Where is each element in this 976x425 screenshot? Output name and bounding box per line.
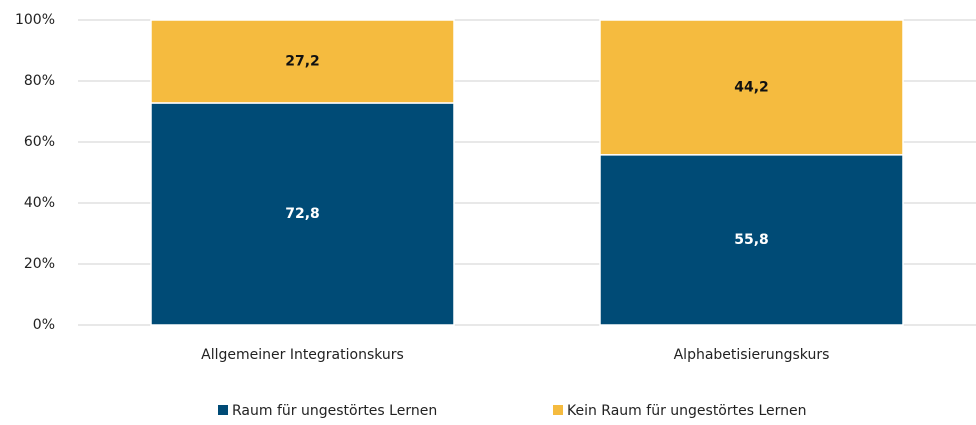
data-label: 55,8 (734, 232, 769, 248)
legend-swatch (218, 405, 228, 415)
y-tick-label: 40% (24, 195, 55, 211)
data-label: 44,2 (734, 79, 769, 95)
bar-segment (599, 19, 904, 156)
y-tick-label: 0% (33, 317, 55, 333)
legend-label: Kein Raum für ungestörtes Lernen (567, 403, 807, 419)
legend-label: Raum für ungestörtes Lernen (232, 403, 437, 419)
data-label: 72,8 (285, 206, 320, 222)
x-tick-label: Alphabetisierungskurs (674, 347, 830, 363)
y-tick-label: 60% (24, 134, 55, 150)
data-label: 27,2 (285, 53, 320, 69)
y-tick-label: 80% (24, 73, 55, 89)
y-tick-label: 20% (24, 256, 55, 272)
bar-segment (150, 102, 455, 326)
x-tick-label: Allgemeiner Integrationskurs (201, 347, 404, 363)
y-tick-label: 100% (15, 12, 55, 28)
bar-segment (599, 154, 904, 326)
legend-swatch (553, 405, 563, 415)
bar-segment (150, 19, 455, 104)
